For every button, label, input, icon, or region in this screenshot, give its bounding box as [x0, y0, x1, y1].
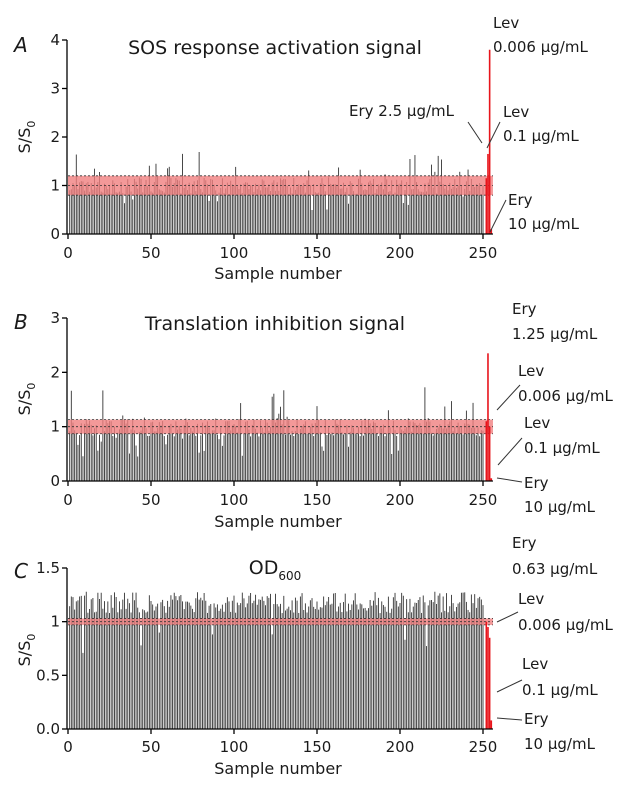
- annotation-line: 1.25 μg/mL: [512, 325, 598, 343]
- y-tick-label: 3: [50, 80, 60, 98]
- x-tick-label: 50: [141, 491, 160, 509]
- panel-title: Translation inhibition signal: [144, 313, 405, 335]
- annotation-leader: [496, 717, 523, 721]
- panel-letter: B: [14, 310, 28, 334]
- annotation-line: 0.006 μg/mL: [493, 38, 588, 56]
- control-annotation: Ery 10 μg/mL: [489, 191, 580, 233]
- x-tick-label: 0: [63, 244, 73, 262]
- y-tick-label: 2: [50, 363, 60, 381]
- control-annotation: Lev 0.006 μg/mL: [493, 14, 588, 56]
- annotation-line: 0.1 μg/mL: [524, 439, 600, 457]
- x-tick-label: 100: [220, 738, 249, 756]
- panel-b: B Translation inhibition signal 0 1 2 3 0 50 100…: [14, 300, 613, 531]
- control-annotation: Lev 0.1 μg/mL: [486, 103, 579, 149]
- control-annotation: Lev 0.1 μg/mL: [497, 414, 600, 466]
- x-axis-label: Sample number: [214, 264, 342, 283]
- annotation-line: 0.1 μg/mL: [522, 681, 598, 699]
- annotation-line: 10 μg/mL: [524, 735, 596, 753]
- x-tick-label: 150: [303, 244, 332, 262]
- y-tick-label: 0.0: [36, 720, 60, 738]
- y-tick-label: 4: [50, 31, 60, 49]
- annotation-line: Lev: [493, 14, 519, 32]
- annotation-line: Lev: [518, 590, 544, 608]
- annotation-line: 0.1 μg/mL: [503, 127, 579, 145]
- x-tick-label: 0: [63, 738, 73, 756]
- control-annotation: Lev 0.006 μg/mL: [496, 590, 613, 634]
- control-annotation: Ery 10 μg/mL: [496, 710, 596, 753]
- control-annotation: Ery 10 μg/mL: [496, 474, 596, 516]
- annotation-line: Ery: [512, 300, 537, 318]
- panel-letter: C: [14, 559, 28, 583]
- x-tick-label: 200: [386, 491, 415, 509]
- x-tick-label: 50: [141, 738, 160, 756]
- annotation-line: 0.006 μg/mL: [518, 387, 613, 405]
- panel-letter: A: [12, 33, 28, 57]
- annotation-line: 0.63 μg/mL: [512, 560, 598, 578]
- panel-c: C OD600 0.0 0.5 1 1.5 0 50 100 150 200 250 Sample nu…: [14, 534, 613, 778]
- x-tick-label: 50: [141, 244, 160, 262]
- panel-title: OD600: [249, 557, 302, 583]
- y-tick-label: 0: [50, 225, 60, 243]
- y-tick-label: 1.5: [36, 559, 60, 577]
- x-tick-label: 250: [469, 738, 498, 756]
- annotation-leader: [467, 121, 483, 144]
- annotation-leader: [496, 477, 523, 483]
- y-tick-label: 3: [50, 309, 60, 327]
- annotation-line: Lev: [503, 103, 529, 121]
- annotation-line: Ery: [512, 534, 537, 552]
- bars: [69, 591, 484, 729]
- y-axis-label: S/S0: [15, 634, 38, 667]
- control-annotation: Ery 1.25 μg/mL: [512, 300, 598, 343]
- y-axis-label: S/S0: [15, 121, 38, 154]
- annotation-leader: [496, 679, 523, 693]
- y-tick-label: 0: [50, 472, 60, 490]
- y-tick-label: 1: [50, 613, 60, 631]
- panel-a: A SOS response activation signal 0 1 2 3 4 0 50 1…: [12, 14, 588, 283]
- annotation-line: Lev: [522, 655, 548, 673]
- annotation-line: Ery: [508, 191, 533, 209]
- annotation-line: Ery: [524, 710, 549, 728]
- bars: [69, 387, 484, 481]
- y-tick-label: 0.5: [36, 666, 60, 684]
- y-tick-label: 1: [50, 177, 60, 195]
- annotation-line: Lev: [518, 362, 544, 380]
- x-tick-label: 250: [469, 491, 498, 509]
- x-tick-label: 150: [303, 738, 332, 756]
- annotation-line: 10 μg/mL: [508, 215, 580, 233]
- annotation-leader: [496, 611, 519, 623]
- annotation-leader: [486, 121, 501, 149]
- x-tick-label: 0: [63, 491, 73, 509]
- x-tick-label: 100: [220, 491, 249, 509]
- control-annotation: Ery 2.5 μg/mL: [349, 102, 483, 144]
- annotation-line: Ery 2.5 μg/mL: [349, 102, 455, 120]
- control-annotation: Lev 0.006 μg/mL: [496, 362, 613, 411]
- control-annotation: Ery 0.63 μg/mL: [512, 534, 598, 578]
- annotation-leader: [489, 199, 507, 233]
- y-axis-label: S/S0: [15, 383, 38, 416]
- x-axis-label: Sample number: [214, 512, 342, 531]
- x-axis-label: Sample number: [214, 759, 342, 778]
- y-tick-label: 2: [50, 128, 60, 146]
- annotation-leader: [497, 437, 523, 466]
- annotation-line: Lev: [524, 414, 550, 432]
- annotation-line: 10 μg/mL: [524, 498, 596, 516]
- x-tick-label: 200: [386, 738, 415, 756]
- y-tick-label: 1: [50, 418, 60, 436]
- control-annotation: Lev 0.1 μg/mL: [496, 655, 598, 699]
- x-tick-label: 250: [469, 244, 498, 262]
- x-tick-label: 150: [303, 491, 332, 509]
- x-tick-label: 100: [220, 244, 249, 262]
- x-tick-label: 200: [386, 244, 415, 262]
- panel-title: SOS response activation signal: [128, 37, 422, 59]
- annotation-line: Ery: [524, 474, 549, 492]
- annotation-line: 0.006 μg/mL: [518, 616, 613, 634]
- annotation-leader: [496, 384, 521, 411]
